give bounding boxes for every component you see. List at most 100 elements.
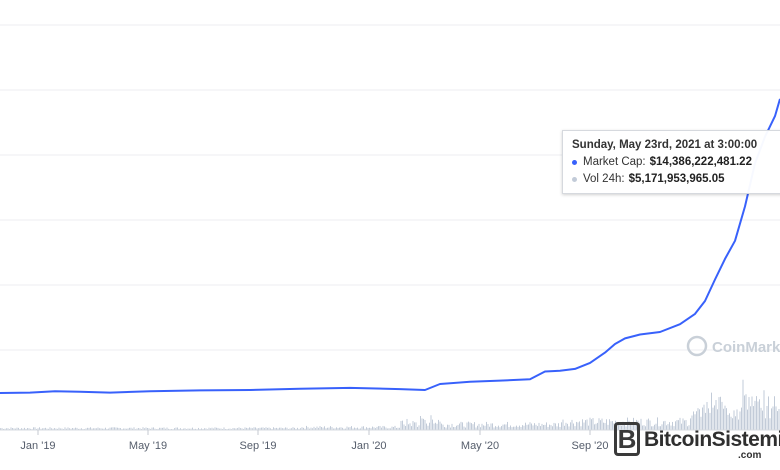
volume-bar bbox=[148, 428, 150, 430]
volume-bar bbox=[561, 422, 562, 430]
volume-bar bbox=[24, 427, 25, 430]
volume-bar bbox=[424, 419, 426, 430]
volume-bar bbox=[691, 415, 693, 430]
volume-bar bbox=[201, 428, 202, 430]
volume-bar bbox=[37, 428, 39, 430]
volume-bar bbox=[759, 399, 760, 430]
volume-bar bbox=[753, 406, 754, 430]
volume-bar bbox=[585, 420, 586, 430]
volume-bar bbox=[490, 423, 492, 430]
volume-bar bbox=[198, 427, 199, 430]
market-cap-dot-icon bbox=[572, 160, 577, 165]
volume-bar bbox=[138, 428, 139, 430]
volume-bar bbox=[303, 427, 304, 430]
volume-bar bbox=[393, 427, 394, 430]
volume-bar bbox=[52, 428, 54, 430]
volume-bar bbox=[421, 418, 423, 430]
volume-bar bbox=[3, 428, 4, 430]
volume-bar bbox=[594, 424, 595, 430]
volume-bar bbox=[337, 428, 339, 430]
volume-bar bbox=[208, 427, 210, 430]
volume-bar bbox=[651, 426, 652, 430]
volume-bar bbox=[468, 421, 469, 430]
volume-bar bbox=[106, 428, 108, 430]
volume-bar bbox=[205, 428, 207, 430]
volume-bar bbox=[291, 428, 292, 430]
volume-bar bbox=[676, 420, 678, 430]
volume-bar bbox=[249, 427, 250, 430]
volume-bar bbox=[694, 414, 696, 430]
volume-bar bbox=[679, 417, 681, 430]
volume-bar bbox=[412, 421, 414, 430]
volume-bar bbox=[355, 428, 357, 430]
volume-bar bbox=[762, 410, 763, 430]
volume-bar bbox=[511, 427, 513, 430]
volume-bar bbox=[79, 428, 81, 430]
x-tick-label: May '20 bbox=[461, 440, 499, 452]
volume-bar bbox=[259, 427, 261, 430]
volume-bar bbox=[375, 428, 376, 430]
volume-bar bbox=[667, 424, 669, 430]
volume-bar bbox=[223, 427, 225, 430]
volume-bar bbox=[214, 427, 216, 430]
volume-bar bbox=[730, 416, 732, 430]
volume-bar bbox=[463, 426, 465, 430]
volume-bar bbox=[76, 427, 78, 430]
volume-bar bbox=[228, 428, 229, 430]
volume-bar bbox=[43, 428, 45, 430]
volume-bar bbox=[190, 428, 192, 430]
volume-bar bbox=[630, 424, 631, 430]
tooltip-label: Vol 24h: bbox=[583, 173, 625, 185]
volume-bar bbox=[301, 427, 303, 430]
volume-bar bbox=[339, 427, 340, 430]
volume-bar bbox=[202, 428, 204, 430]
volume-bar bbox=[69, 428, 70, 430]
volume-bar bbox=[540, 426, 541, 430]
volume-bar bbox=[538, 422, 540, 430]
volume-bar bbox=[102, 428, 103, 430]
volume-bar bbox=[46, 428, 48, 430]
volume-bar bbox=[438, 419, 439, 430]
volume-bar bbox=[565, 422, 567, 430]
volume-bar bbox=[307, 427, 309, 430]
volume-bar bbox=[556, 426, 558, 430]
volume-bar bbox=[261, 427, 262, 430]
volume-bar bbox=[472, 424, 474, 430]
volume-bar bbox=[532, 425, 534, 430]
volume-bar bbox=[246, 427, 247, 430]
volume-bar bbox=[432, 419, 433, 430]
volume-bar bbox=[30, 428, 31, 430]
volume-bar bbox=[595, 423, 597, 430]
volume-bar bbox=[210, 428, 211, 430]
volume-bar bbox=[481, 423, 483, 430]
volume-bar bbox=[93, 428, 94, 430]
volume-bar bbox=[150, 428, 151, 430]
volume-bar bbox=[123, 428, 124, 430]
volume-bar bbox=[520, 426, 522, 430]
volume-bar bbox=[103, 428, 105, 430]
volume-bar bbox=[306, 425, 307, 430]
volume-bar bbox=[709, 412, 711, 430]
volume-bar bbox=[720, 396, 721, 430]
volume-bar bbox=[354, 427, 355, 430]
volume-bar bbox=[768, 396, 769, 430]
volume-bar bbox=[640, 418, 642, 430]
volume-bar bbox=[396, 427, 397, 430]
volume-bar bbox=[642, 425, 643, 430]
volume-bar bbox=[340, 427, 342, 430]
volume-bar bbox=[0, 428, 1, 430]
volume-bar bbox=[604, 422, 606, 430]
volume-bar bbox=[447, 424, 448, 430]
volume-bar bbox=[558, 423, 559, 430]
volume-bar bbox=[78, 428, 79, 430]
volume-bar bbox=[25, 428, 27, 430]
volume-bar bbox=[358, 428, 360, 430]
volume-bar bbox=[157, 428, 159, 430]
volume-bar bbox=[489, 426, 490, 430]
volume-bar bbox=[237, 428, 238, 430]
volume-bar bbox=[496, 426, 498, 430]
volume-bar bbox=[367, 427, 369, 430]
volume-bar bbox=[439, 421, 441, 430]
